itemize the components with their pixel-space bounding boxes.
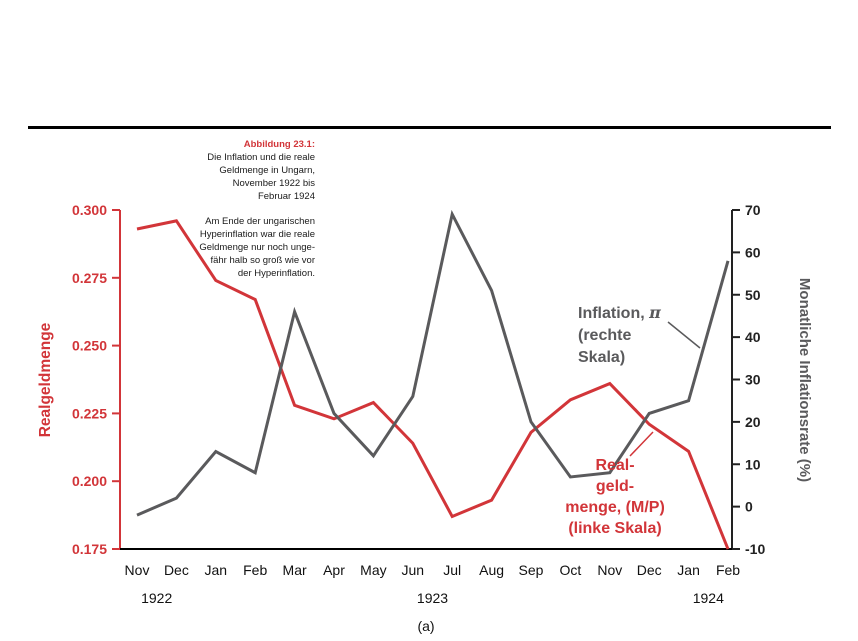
month-label: Aug [479, 562, 504, 578]
right-axis-tick-label: 0 [745, 499, 753, 515]
year-label: 1924 [693, 590, 724, 606]
right-axis-tick-label: -10 [745, 541, 765, 557]
inflation-series-label: Inflation, π [578, 303, 661, 322]
left-axis-tick-label: 0.225 [72, 405, 107, 421]
top-divider [28, 126, 831, 129]
real-money-series-label: geld- [596, 478, 634, 495]
right-axis-title: Monatliche Inflationsrate (%) [796, 278, 813, 482]
month-label: Jul [443, 562, 461, 578]
real-money-line [136, 219, 730, 550]
figure-caption-body: Am Ende der ungarischen Hyperinflation wa… [199, 216, 315, 279]
subfigure-label: (a) [417, 618, 434, 634]
month-label: Oct [560, 562, 582, 578]
real-money-series-label: (linke Skala) [568, 520, 661, 537]
inflation-leader-line [667, 321, 701, 349]
month-label: Nov [125, 562, 150, 578]
left-axis-tick-label: 0.300 [72, 202, 107, 218]
inflation-series-label: (rechte [578, 327, 631, 344]
month-label: Apr [323, 562, 345, 578]
right-axis-tick-label: 50 [745, 287, 761, 303]
month-label: May [360, 562, 386, 578]
inflation-line [136, 209, 730, 517]
month-label: Dec [637, 562, 662, 578]
month-label: Jan [205, 562, 228, 578]
left-axis-tick-label: 0.175 [72, 541, 107, 557]
figure-caption-title: Abbildung 23.1: [243, 139, 315, 150]
left-axis-tick-label: 0.250 [72, 338, 107, 354]
right-axis-tick-label: 20 [745, 414, 761, 430]
month-label: Feb [716, 562, 740, 578]
inflation-series-label: Skala) [578, 349, 625, 366]
figure-caption: Abbildung 23.1: Die Inflation und die re… [150, 138, 315, 280]
month-label: Jan [677, 562, 700, 578]
year-label: 1923 [417, 590, 448, 606]
right-axis-tick-label: 10 [745, 456, 761, 472]
right-axis-tick-label: 40 [745, 329, 761, 345]
real-money-leader-line [629, 431, 654, 457]
right-axis-tick-label: 30 [745, 372, 761, 388]
left-axis-title: Realgeldmenge [37, 322, 54, 437]
month-label: Jun [402, 562, 425, 578]
month-label: Mar [283, 562, 307, 578]
figure-caption-subtitle: Die Inflation und die reale Geldmenge in … [207, 152, 315, 202]
real-money-series-label: menge, (M/P) [565, 499, 665, 516]
left-axis-tick-label: 0.275 [72, 270, 107, 286]
month-label: Nov [597, 562, 622, 578]
real-money-series-label: Real- [595, 457, 634, 474]
month-label: Sep [519, 562, 544, 578]
right-axis-tick-label: 70 [745, 202, 761, 218]
year-label: 1922 [141, 590, 172, 606]
month-label: Feb [243, 562, 267, 578]
month-label: Dec [164, 562, 189, 578]
left-axis-tick-label: 0.200 [72, 473, 107, 489]
right-axis-tick-label: 60 [745, 244, 761, 260]
